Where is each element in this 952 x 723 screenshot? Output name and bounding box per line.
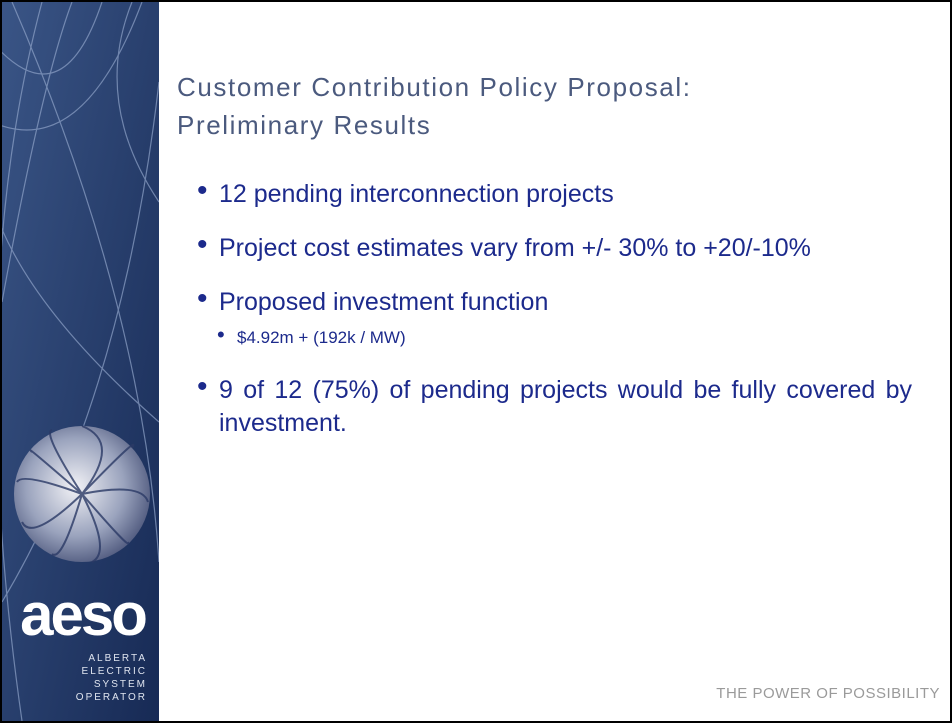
bullet: 12 pending interconnection projects [197,178,912,211]
bullet: $4.92m + (192k / MW) [197,326,912,350]
title-line: Preliminary Results [177,106,692,144]
bullet: Proposed investment function [197,286,912,319]
slide: aeso ALBERTAELECTRICSYSTEMOPERATOR Custo… [0,0,952,723]
bullet: 9 of 12 (75%) of pending projects would … [197,374,912,440]
slide-title: Customer Contribution Policy Proposal:Pr… [177,68,692,144]
logo-line: OPERATOR [2,691,147,704]
page: aeso ALBERTAELECTRICSYSTEMOPERATOR Custo… [0,0,952,723]
logo-wordmark: aeso [10,580,155,649]
title-line: Customer Contribution Policy Proposal: [177,68,692,106]
footer: THE POWER OF POSSIBILITY [716,685,940,702]
logo-line: ELECTRIC [2,665,147,678]
logo-line: ALBERTA [2,652,147,665]
bullet-list: 12 pending interconnection projects Proje… [197,178,912,461]
bullet: Project cost estimates vary from +/- 30%… [197,232,912,265]
logo-line: SYSTEM [2,678,147,691]
